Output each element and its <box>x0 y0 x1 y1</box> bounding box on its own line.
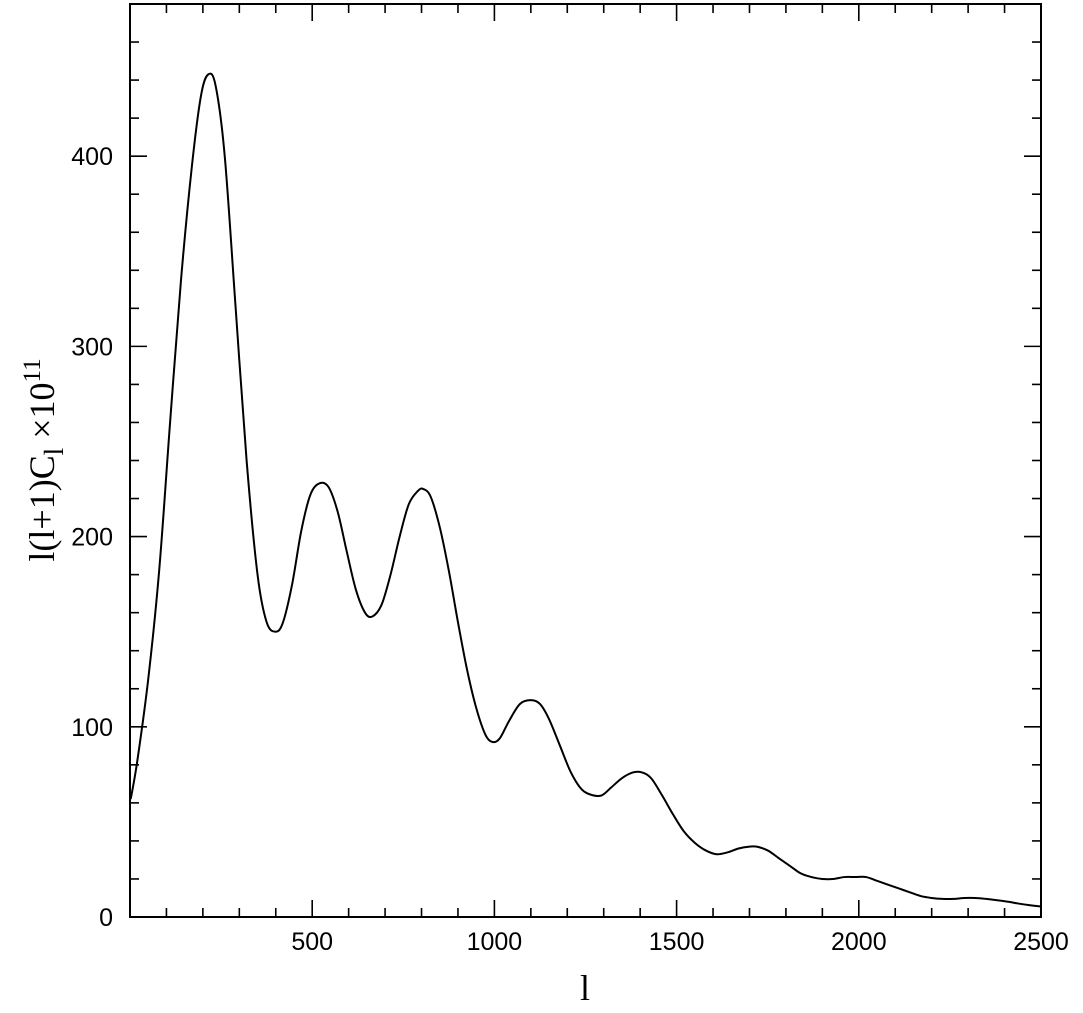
x-tick-label: 2500 <box>1013 928 1069 956</box>
x-tick-label: 1500 <box>649 928 705 956</box>
y-tick-label: 400 <box>71 143 113 171</box>
plot-frame <box>129 3 1042 918</box>
y-axis-label: l(l+1)Cl ×1011 <box>19 358 69 561</box>
y-tick-label: 0 <box>99 904 113 932</box>
y-tick-label: 300 <box>71 333 113 361</box>
y-axis-label-subscript: l <box>39 448 69 456</box>
y-axis-label-multiplier: ×10 <box>22 382 62 447</box>
y-tick-label: 100 <box>71 714 113 742</box>
y-axis-label-main: l(l+1)C <box>22 455 62 561</box>
series-line <box>129 72 1042 908</box>
y-axis-label-exponent: 11 <box>19 358 46 382</box>
x-tick-label: 500 <box>291 928 333 956</box>
y-tick-labels: 0 100 200 300 400 <box>71 143 113 932</box>
y-tick-label: 200 <box>71 524 113 552</box>
axis-ticks <box>130 4 1041 917</box>
x-axis-label: l <box>580 968 590 1008</box>
x-tick-label: 1000 <box>467 928 523 956</box>
x-tick-labels: 500 1000 1500 2000 2500 <box>291 928 1068 956</box>
x-tick-label: 2000 <box>831 928 887 956</box>
